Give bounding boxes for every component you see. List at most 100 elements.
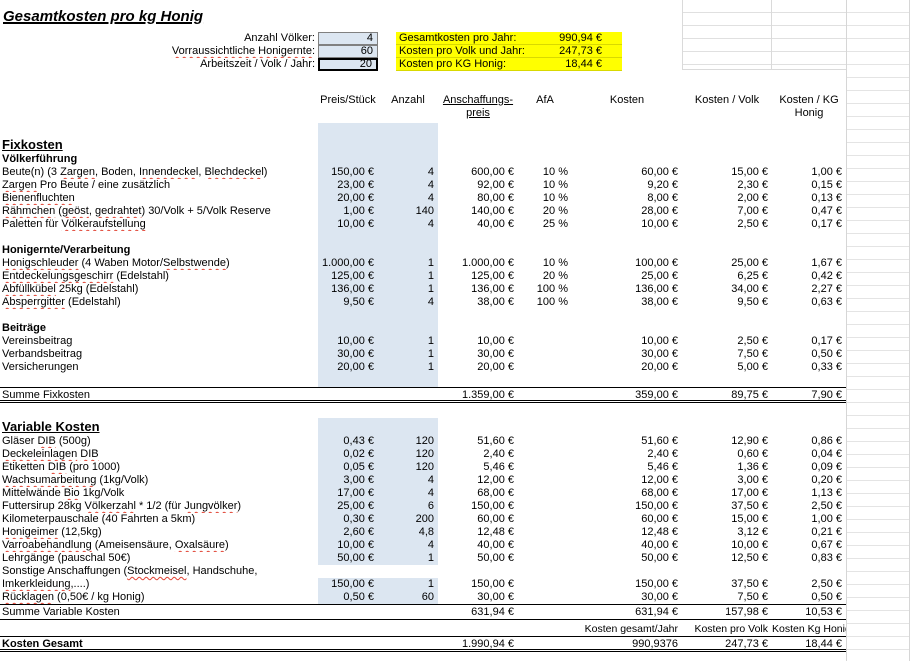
cell-kosten-kg[interactable]: 10,53 € — [805, 606, 842, 618]
col-header-kosten-kg[interactable]: Kosten / KG Honig — [779, 94, 839, 119]
cell-preis[interactable]: 9,50 € — [318, 296, 378, 309]
col-header-anschaffungspreis[interactable]: Anschaffungs- preis — [442, 94, 514, 119]
cell-anschaffungspreis[interactable]: 20,00 € — [477, 361, 514, 373]
cell-label[interactable]: Wachsumarbeitung (1kg/Volk) — [2, 474, 149, 486]
cell-kosten-volk[interactable]: 10,00 € — [731, 539, 768, 551]
cell-kosten[interactable]: 136,00 € — [635, 283, 678, 295]
cell-anschaffungspreis[interactable]: 50,00 € — [477, 552, 514, 564]
cell-kosten-volk[interactable]: 37,50 € — [731, 578, 768, 590]
cell-preis[interactable] — [318, 637, 378, 649]
cell-label[interactable]: Entdeckelungsgeschirr (Edelstahl) — [2, 270, 169, 282]
cell-kosten-volk[interactable]: 247,73 € — [725, 638, 768, 649]
cell-kosten[interactable]: 150,00 € — [635, 578, 678, 590]
cell-preis[interactable]: 0,05 € — [318, 461, 378, 474]
cell-anzahl[interactable] — [378, 153, 438, 166]
col-header-kosten-volk[interactable]: Kosten / Volk — [694, 94, 760, 106]
cell-anzahl[interactable]: 120 — [378, 448, 438, 461]
cell-anschaffungspreis[interactable]: 38,00 € — [477, 296, 514, 308]
group-name[interactable]: Honigernte/Verarbeitung — [2, 244, 131, 256]
cell-anzahl[interactable]: 140 — [378, 205, 438, 218]
cell-kosten-volk[interactable]: 15,00 € — [731, 513, 768, 525]
cell-anzahl[interactable]: 4 — [378, 539, 438, 552]
cell-kosten-volk[interactable]: 2,50 € — [737, 218, 768, 230]
cell-kosten-volk[interactable]: 7,00 € — [737, 205, 768, 217]
cell-kosten-volk[interactable]: 37,50 € — [731, 500, 768, 512]
cell-afa[interactable]: 10 % — [542, 179, 568, 191]
cell-preis[interactable]: 3,00 € — [318, 474, 378, 487]
cell-anzahl[interactable]: 1 — [378, 335, 438, 348]
cell-kosten[interactable]: 20,00 € — [641, 361, 678, 373]
cell-label[interactable]: Summe Fixkosten — [2, 389, 91, 400]
sheet-title[interactable]: Gesamtkosten pro kg Honig — [3, 8, 204, 25]
result-value-kosten-kg-honig[interactable]: 18,44 € — [530, 58, 622, 71]
cell-preis[interactable] — [318, 136, 378, 153]
cell-anschaffungspreis[interactable]: 5,46 € — [483, 461, 514, 473]
group-name[interactable]: Beiträge — [2, 322, 47, 334]
cell-kosten[interactable]: 51,60 € — [641, 435, 678, 447]
cell-kosten-volk[interactable]: 2,00 € — [737, 192, 768, 204]
cell-kosten[interactable]: 631,94 € — [635, 606, 678, 618]
cell-kosten-kg[interactable]: 2,27 € — [811, 283, 842, 295]
section-heading[interactable]: Variable Kosten — [2, 419, 100, 434]
cell-label[interactable] — [0, 123, 318, 136]
cell-kosten[interactable]: 50,00 € — [641, 552, 678, 564]
cell-kosten-volk[interactable]: 34,00 € — [731, 283, 768, 295]
cell-afa[interactable] — [518, 552, 572, 565]
cell-preis[interactable]: 50,00 € — [318, 552, 378, 565]
cell-preis[interactable]: 20,00 € — [318, 361, 378, 374]
cell-kosten[interactable]: 30,00 € — [641, 591, 678, 603]
cell-afa[interactable] — [518, 513, 572, 526]
cell-anschaffungspreis[interactable]: 150,00 € — [471, 500, 514, 512]
cell-preis[interactable] — [318, 418, 378, 435]
cell-anschaffungspreis[interactable]: 631,94 € — [471, 606, 514, 618]
cell-label[interactable]: Sonstige Anschaffungen (Stockmeisel, Han… — [2, 565, 258, 590]
cell-afa[interactable] — [518, 605, 572, 619]
cell-kosten[interactable]: 60,00 € — [641, 166, 678, 178]
cell-preis[interactable]: 0,50 € — [318, 591, 378, 604]
cell-label[interactable]: Absperrgitter (Edelstahl) — [2, 296, 121, 308]
cell-anzahl[interactable] — [378, 637, 438, 649]
cell-kosten-kg[interactable]: 0,83 € — [811, 552, 842, 564]
cell-label[interactable]: Rähmchen (geöst, gedrahtet) 30/Volk + 5/… — [2, 205, 271, 217]
cell-afa[interactable]: 25 % — [542, 218, 568, 230]
cell-anschaffungspreis[interactable]: 140,00 € — [471, 205, 514, 217]
cell-preis[interactable] — [318, 231, 378, 244]
cell-anzahl[interactable] — [378, 388, 438, 400]
col-header-anzahl[interactable]: Anzahl — [391, 94, 425, 106]
cell-label[interactable]: Bienenfluchten — [0, 192, 318, 205]
cell-kosten-volk[interactable]: 89,75 € — [731, 389, 768, 400]
input-cell-honigernte[interactable]: 60 — [318, 45, 378, 58]
cell-preis[interactable] — [318, 388, 378, 400]
cell-anzahl[interactable] — [378, 418, 438, 435]
cell-afa[interactable] — [518, 461, 572, 474]
cell-anzahl[interactable]: 1 — [378, 257, 438, 270]
cell-preis[interactable]: 150,00 € — [318, 578, 378, 591]
cell-label[interactable]: Gläser DIB (500g) — [2, 435, 91, 447]
cell-anzahl[interactable]: 4 — [378, 296, 438, 309]
cell-kosten[interactable]: 990,9376 — [632, 638, 678, 649]
cell-afa[interactable] — [518, 435, 572, 448]
cell-anschaffungspreis[interactable]: 1.359,00 € — [462, 389, 514, 400]
cell-label[interactable]: Beute(n) (3 Zargen, Boden, Innendeckel, … — [2, 166, 268, 178]
cell-anschaffungspreis[interactable]: 2,40 € — [483, 448, 514, 460]
cell-afa[interactable]: 20 % — [542, 205, 568, 217]
cell-kosten-kg[interactable]: 1,13 € — [811, 487, 842, 499]
cell-kosten-volk[interactable]: 2,30 € — [737, 179, 768, 191]
cell-label[interactable]: Paletten für Völkeraufstellung — [2, 218, 146, 230]
cell-label[interactable]: Zargen Pro Beute / eine zusätzlich — [2, 179, 171, 191]
cell-anschaffungspreis[interactable]: 12,48 € — [477, 526, 514, 538]
cell-preis[interactable] — [318, 622, 378, 636]
input-cell-arbeitszeit-selected[interactable]: 20 — [318, 58, 378, 71]
cell-label[interactable]: Futtersirup 28kg Völkerzahl * 1/2 (für J… — [2, 500, 242, 512]
cell-label[interactable]: Kosten Gesamt — [2, 638, 83, 649]
cell-kosten[interactable]: 68,00 € — [641, 487, 678, 499]
cell-kosten-volk[interactable]: 5,00 € — [737, 361, 768, 373]
cell-afa[interactable] — [518, 448, 572, 461]
cell-afa[interactable] — [518, 487, 572, 500]
cell-kosten-volk[interactable]: 157,98 € — [725, 606, 768, 618]
cell-afa[interactable]: 10 % — [542, 257, 568, 269]
cell-kosten[interactable]: 25,00 € — [641, 270, 678, 282]
cell-label[interactable]: Kilometerpauschale (40 Fahrten a 5km) — [2, 513, 196, 525]
cell-anzahl[interactable]: 200 — [378, 513, 438, 526]
cell-kosten[interactable]: 2,40 € — [647, 448, 678, 460]
